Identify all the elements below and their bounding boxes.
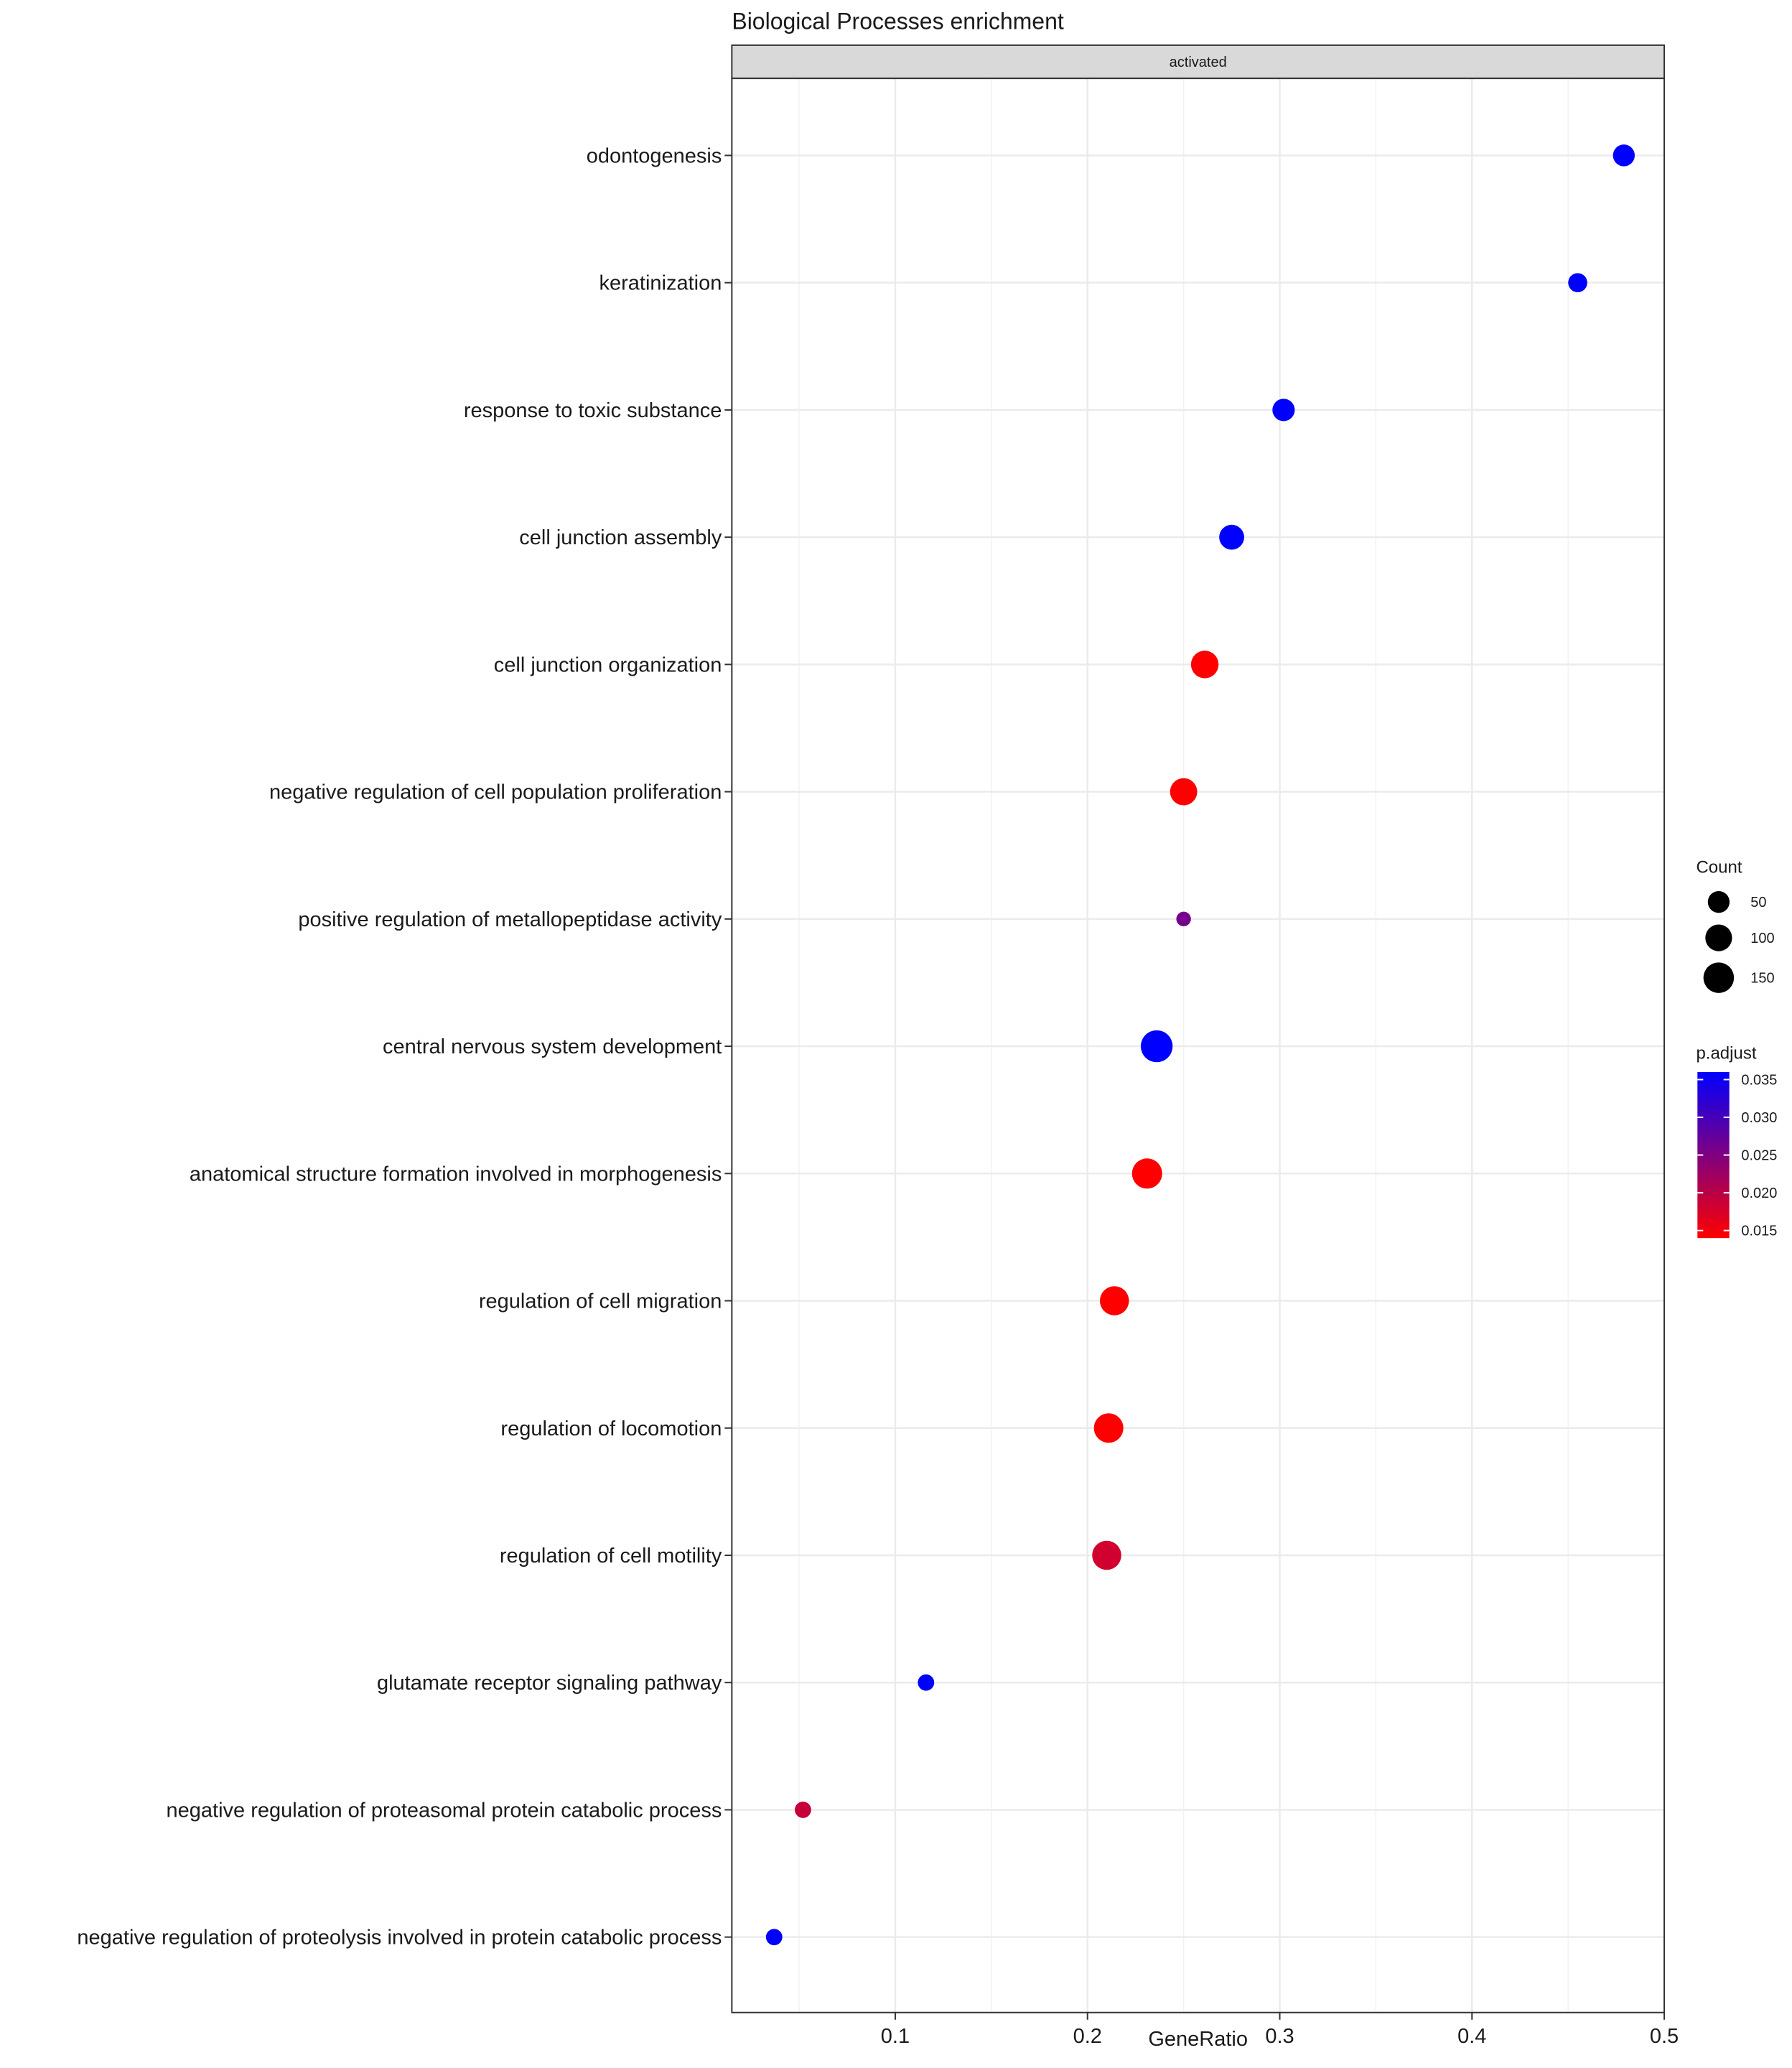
data-point [1219, 524, 1244, 550]
x-axis: 0.1 0.2 0.3 0.4 0.5 [881, 2012, 1679, 2048]
y-axis-label: negative regulation of proteolysis invol… [77, 1927, 722, 1950]
legend-padjust-label: 0.030 [1741, 1110, 1777, 1126]
y-axis-label: anatomical structure formation involved … [190, 1163, 722, 1186]
data-point [765, 1929, 783, 1946]
data-point [1131, 1158, 1162, 1189]
y-axis-label: cell junction organization [494, 653, 722, 676]
y-axis-label: negative regulation of proteasomal prote… [167, 1799, 722, 1822]
legend-count-key [1705, 924, 1732, 951]
y-axis-label: central nervous system development [383, 1035, 722, 1058]
data-point [1140, 1030, 1173, 1063]
data-point [918, 1674, 935, 1691]
legend-count-title: Count [1696, 857, 1742, 877]
y-axis-label: regulation of locomotion [500, 1417, 722, 1440]
data-point [1170, 778, 1198, 806]
chart-title: Biological Processes enrichment [732, 9, 1064, 34]
x-tick-label: 0.1 [881, 2025, 910, 2048]
y-axis-label: odontogenesis [587, 144, 722, 167]
data-point [1190, 651, 1219, 679]
y-axis-label: positive regulation of metallopeptidase … [298, 908, 722, 931]
y-axis-label: cell junction assembly [519, 526, 722, 549]
legend-count-label: 50 [1750, 895, 1766, 910]
x-axis-title: GeneRatio [1148, 2028, 1248, 2051]
legend-padjust: p.adjust 0.035 0.030 0.025 0.020 0.015 [1696, 1043, 1777, 1239]
y-axis-labels: odontogenesis keratinization response to t… [77, 144, 732, 1950]
legend-count: Count 50 100 150 [1696, 857, 1775, 993]
data-points [765, 144, 1635, 1946]
data-point [1093, 1413, 1124, 1443]
legend-count-label: 150 [1750, 971, 1774, 987]
y-axis-label: regulation of cell migration [479, 1290, 722, 1313]
x-tick-label: 0.4 [1457, 2025, 1486, 2048]
data-point [1272, 399, 1295, 421]
legend-padjust-title: p.adjust [1696, 1043, 1756, 1063]
data-point [1092, 1540, 1121, 1570]
legend-count-label: 100 [1750, 931, 1774, 946]
legend-padjust-label: 0.025 [1741, 1148, 1777, 1164]
y-axis-label: response to toxic substance [464, 399, 722, 422]
data-point [1613, 144, 1635, 167]
plot-panel-border [731, 78, 1666, 2013]
legend-count-key [1707, 890, 1730, 913]
data-point [1568, 273, 1587, 292]
x-tick-label: 0.2 [1073, 2025, 1102, 2048]
data-point [795, 1802, 811, 1818]
legend-count-key [1703, 962, 1735, 993]
y-axis-label: negative regulation of cell population p… [269, 781, 722, 804]
y-axis-label: keratinization [599, 272, 722, 295]
data-point [1176, 911, 1191, 927]
legend-padjust-label: 0.020 [1741, 1186, 1777, 1201]
grid-major [732, 78, 1666, 2013]
y-axis-label: regulation of cell motility [500, 1545, 722, 1568]
x-tick-label: 0.5 [1650, 2025, 1679, 2048]
data-point [1099, 1286, 1129, 1315]
facet-strip-label: activated [1170, 55, 1227, 70]
legend-padjust-label: 0.015 [1741, 1224, 1777, 1239]
y-axis-label: glutamate receptor signaling pathway [377, 1672, 722, 1695]
x-tick-label: 0.3 [1265, 2025, 1294, 2048]
legend-padjust-label: 0.035 [1741, 1072, 1777, 1088]
facet-strip [731, 44, 1666, 80]
